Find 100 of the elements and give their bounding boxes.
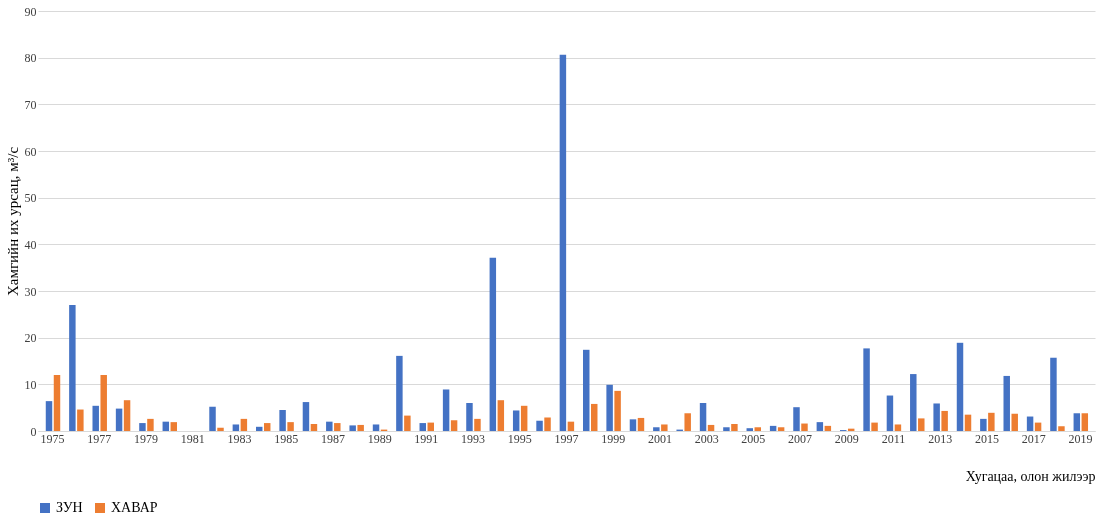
x-tick-label: 1993 [461,431,486,446]
x-tick-label: 1985 [274,431,299,446]
y-tick-label: 30 [24,284,37,299]
bar [512,410,520,431]
bar [723,427,730,431]
bar [988,412,995,431]
bar [637,417,645,431]
bar [279,410,286,431]
y-tick-label: 60 [24,144,37,159]
y-axis-title: Хамгийн их урсац, м³/с [4,146,21,297]
bar [442,389,450,431]
bar [941,410,948,431]
y-tick-label: 0 [30,424,37,439]
bar [793,407,800,431]
x-tick-label: 2013 [928,431,953,446]
bar [964,414,972,431]
bar [653,427,660,431]
bar [209,406,216,431]
x-tick-label: 2011 [881,431,906,446]
bar [567,421,575,431]
bar [77,409,84,431]
bar [918,418,925,431]
bar [139,423,146,431]
bar [489,257,497,431]
y-tick-label: 50 [24,191,37,206]
y-tick-label: 40 [24,237,37,252]
x-tick-label: 1989 [367,431,392,446]
bar [1003,375,1010,431]
x-tick-label: 1979 [134,431,159,446]
x-tick-label: 1975 [40,431,65,446]
bar [980,418,987,431]
x-tick-label: 1983 [227,431,252,446]
bar [100,375,107,431]
y-tick-label: 80 [24,51,37,66]
bar [871,422,878,431]
x-tick-label: 2015 [974,431,999,446]
bar [777,427,785,431]
bar [746,428,754,431]
bar [497,400,505,431]
x-tick-label: 1991 [414,431,439,446]
bar [396,355,403,431]
bar [629,419,637,431]
x-tick-label: 2017 [1021,431,1046,446]
bar [123,400,131,431]
y-tick-label: 70 [24,97,37,112]
bar [544,417,551,431]
bar [53,375,61,431]
bar [816,422,824,431]
bar [162,421,170,431]
y-tick-label: 90 [24,4,37,19]
bar [372,424,380,431]
bar [894,424,902,431]
x-tick-label: 1999 [601,431,626,446]
bar [699,403,707,431]
bar [536,420,543,431]
bar [933,403,940,431]
bar [115,408,123,431]
bar [474,418,481,431]
x-axis-title: Хугацаа, олон жилээр [965,468,1096,484]
x-tick-label: 1995 [507,431,532,446]
bar [1081,413,1089,431]
legend-label: ХАВАР [111,500,158,515]
bar [419,423,426,431]
bar [69,305,76,431]
x-tick-label: 2003 [694,431,719,446]
bar [707,424,715,431]
bar [450,420,458,431]
bar [170,422,178,431]
bar [217,427,224,431]
x-tick-label: 1977 [87,431,112,446]
bar [1058,426,1065,431]
x-tick-label: 2009 [834,431,859,446]
x-tick-label: 1981 [180,431,205,446]
bar [684,413,691,431]
bar [910,374,917,431]
bar [559,54,567,431]
bar [240,418,248,431]
bar [606,384,613,431]
bar [614,390,621,431]
y-tick-label: 10 [24,377,37,392]
bar [466,403,473,431]
bar [310,424,318,431]
x-tick-label: 2005 [741,431,766,446]
bar [263,423,271,431]
bar [302,402,310,431]
x-tick-label: 1987 [320,431,345,446]
bar [754,427,761,431]
bar [349,425,356,431]
bar [326,421,333,431]
bar [92,405,99,431]
bar [863,348,870,431]
bar [287,422,294,431]
bar [404,415,411,431]
legend-label: ЗУН [56,500,83,515]
x-tick-label: 1997 [554,431,579,446]
bar [583,349,590,431]
bar [661,424,668,431]
x-tick-label: 2007 [788,431,813,446]
y-tick-label: 20 [24,331,37,346]
bar [591,403,598,431]
